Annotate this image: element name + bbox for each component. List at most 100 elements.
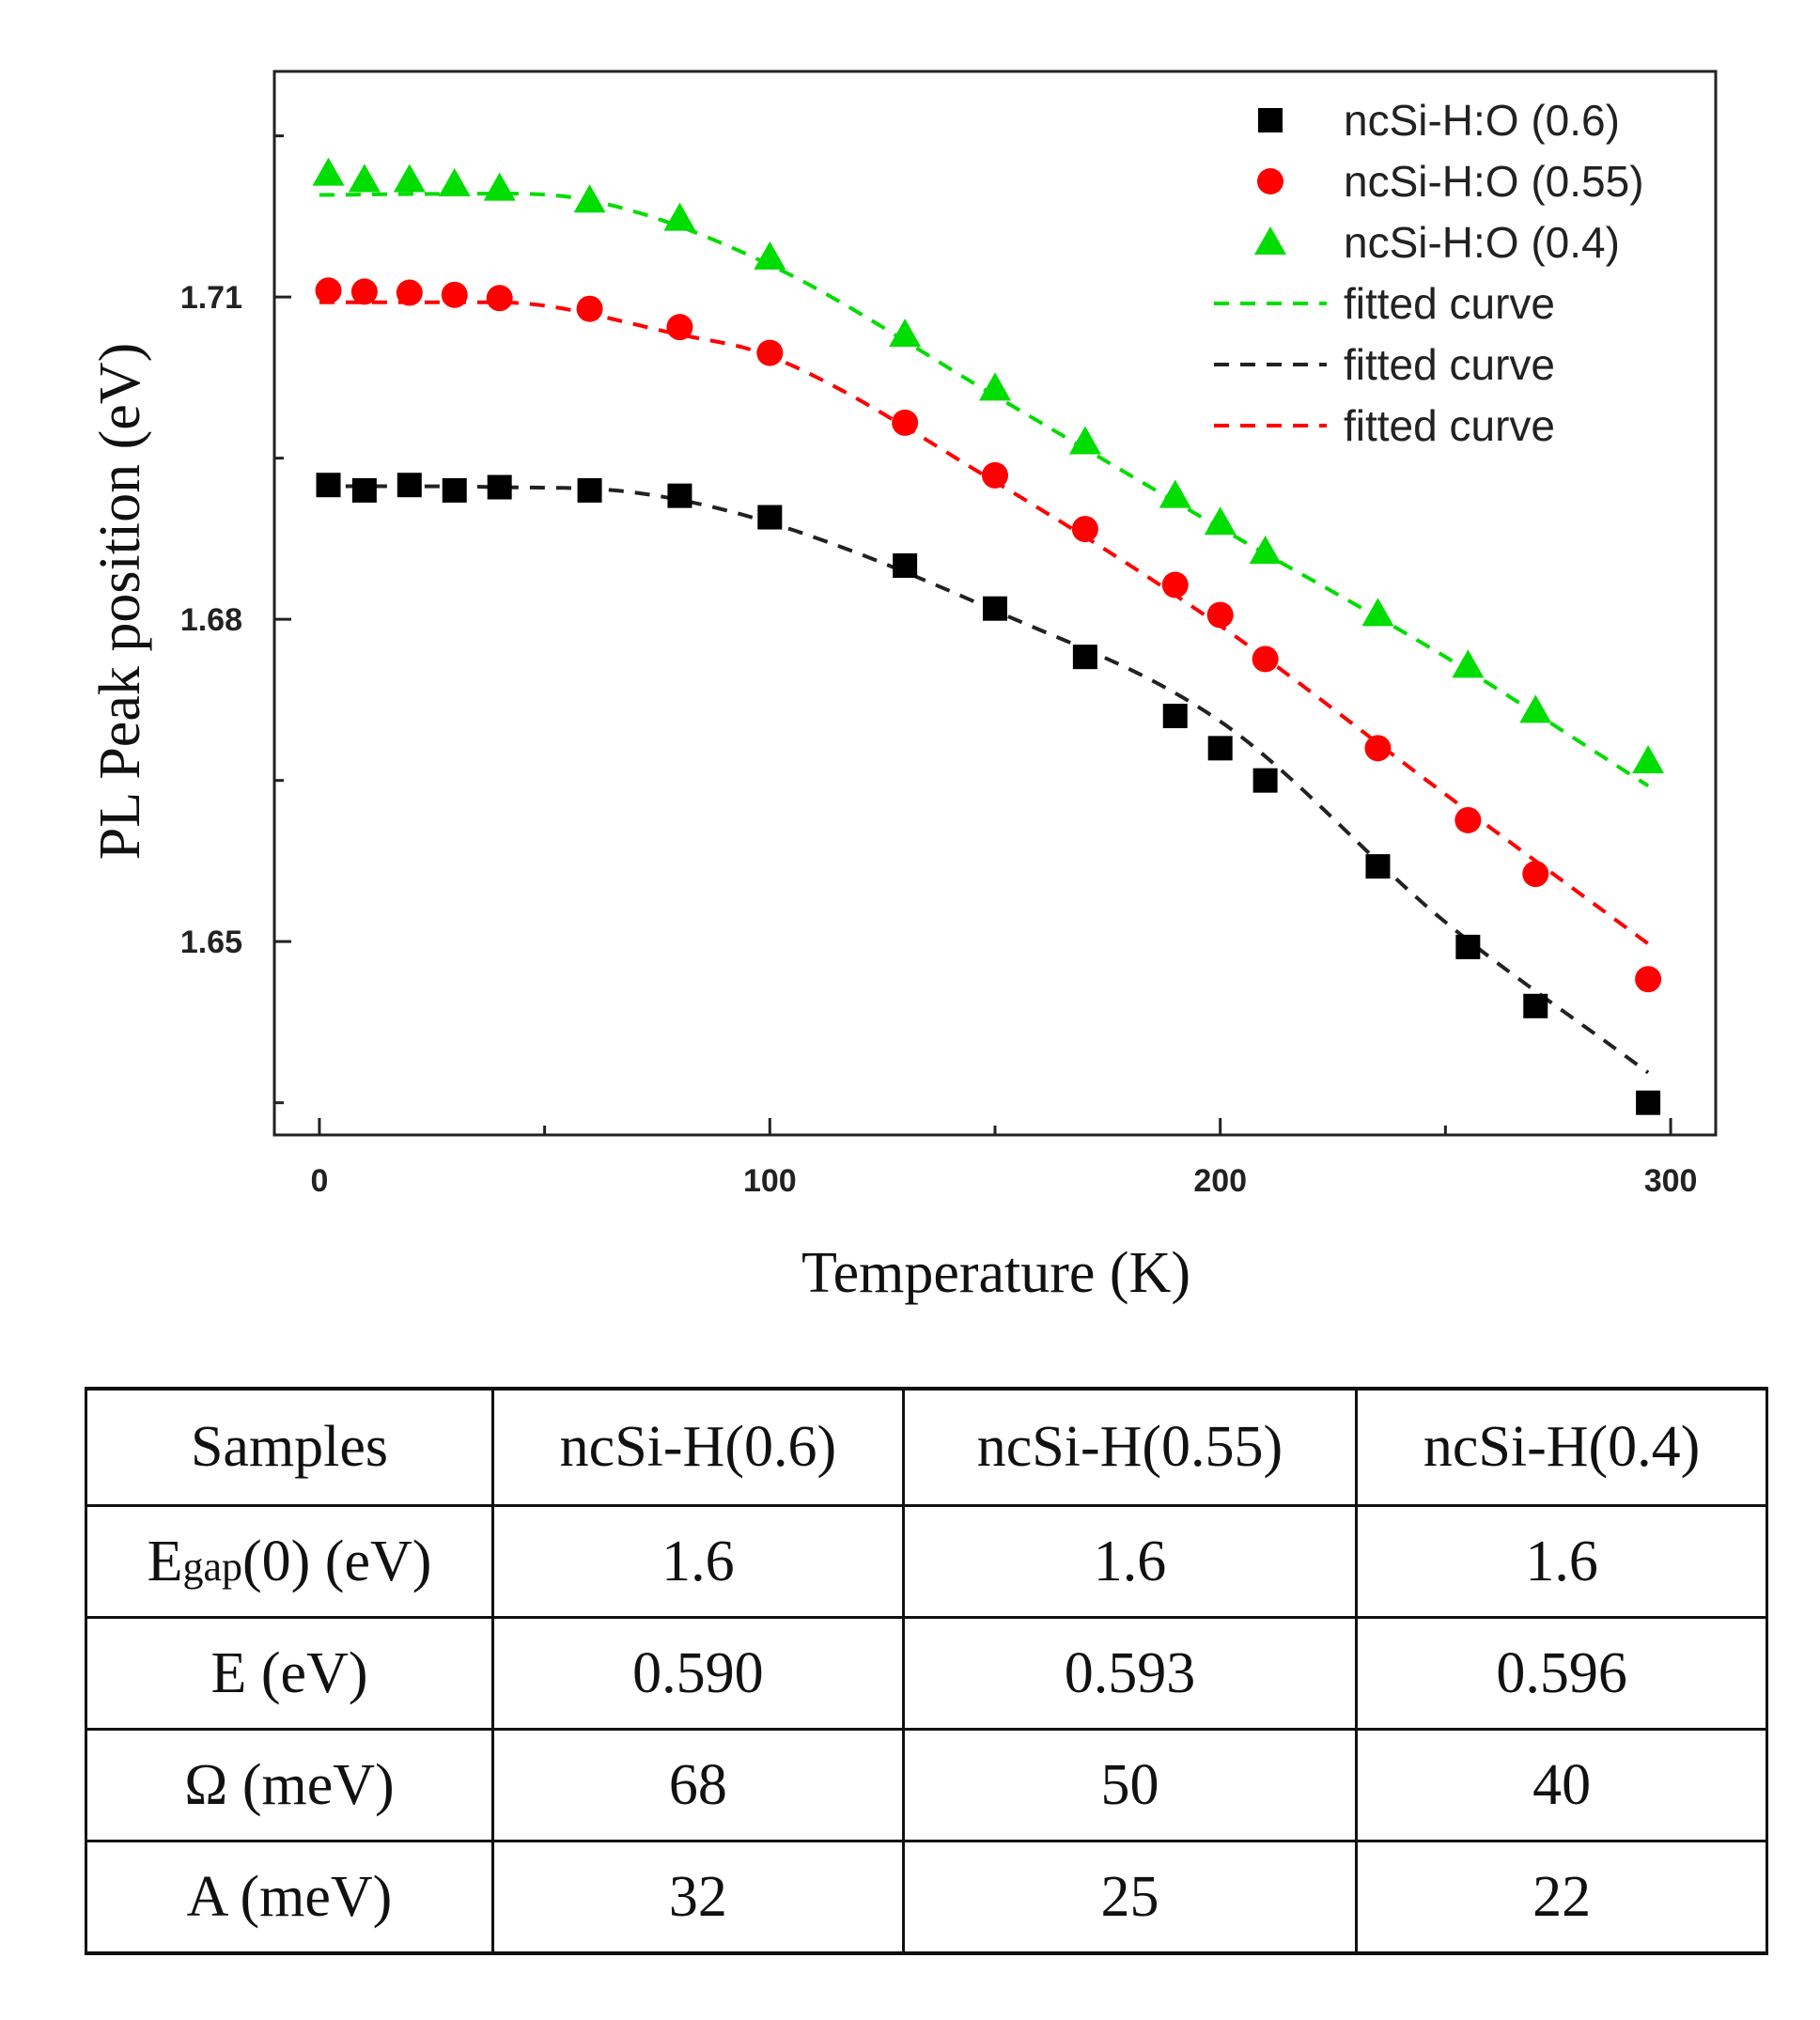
table-cell: 25 (901, 1840, 1359, 1955)
pl-peak-chart: 0 100 200 300 1.65 1.68 1.71 ncSi-H:O (0.6) ncS… (88, 70, 1718, 1305)
param-subscript: gap (182, 1543, 242, 1590)
legend-label: ncSi-H:O (0.55) (1344, 157, 1644, 206)
square-data-point (1636, 1090, 1661, 1115)
circle-data-point (315, 277, 342, 304)
triangle-data-point (438, 168, 471, 197)
table-header-cell: ncSi-H(0.55) (901, 1387, 1359, 1507)
triangle-data-point (1361, 598, 1394, 627)
circle-data-point (1454, 806, 1482, 833)
square-data-point (577, 477, 602, 503)
legend-square-symbol (1258, 108, 1283, 132)
param-symbol: E (147, 1529, 183, 1593)
row-label-e: E (eV) (85, 1616, 494, 1731)
y-tick-label: 1.71 (180, 280, 242, 316)
param-suffix: (0) (eV) (242, 1529, 432, 1593)
y-tick-label: 1.65 (180, 925, 242, 960)
square-data-point (1523, 993, 1548, 1018)
triangle-data-point (1204, 506, 1237, 536)
row-label-egap: Egap(0) (eV) (85, 1504, 494, 1619)
circle-data-point (1252, 645, 1279, 673)
table-cell: 50 (901, 1728, 1359, 1842)
legend-label: fitted curve (1344, 401, 1555, 450)
legend-label: ncSi-H:O (0.4) (1344, 218, 1620, 267)
x-tick-label: 100 (743, 1163, 797, 1199)
fitted-curve-line (319, 484, 1650, 1075)
triangle-data-point (1632, 745, 1665, 774)
fitted-curve-line (319, 300, 1650, 946)
circle-data-point (1161, 571, 1189, 598)
table-cell: 0.593 (901, 1616, 1359, 1731)
circle-data-point (1522, 861, 1549, 888)
x-tick-label: 200 (1193, 1163, 1247, 1199)
x-tick-label: 300 (1644, 1163, 1698, 1199)
square-data-point (1455, 934, 1481, 959)
circle-data-point (756, 339, 784, 366)
table-row: A (meV) 32 25 22 (85, 1840, 1768, 1955)
row-label-a: A (meV) (85, 1840, 494, 1955)
square-data-point (442, 477, 467, 503)
table-cell: 0.590 (491, 1616, 905, 1731)
circle-data-point (892, 409, 919, 436)
row-label-omega: Ω (meV) (85, 1728, 494, 1842)
legend-label: fitted curve (1344, 279, 1555, 328)
table-row: Egap(0) (eV) 1.6 1.6 1.6 (85, 1504, 1768, 1619)
triangle-data-point (663, 202, 696, 231)
circle-data-point (666, 314, 693, 341)
circle-data-point (350, 278, 378, 305)
x-axis-title: Temperature (K) (801, 1241, 1190, 1305)
square-data-point (667, 483, 692, 508)
triangle-data-point (348, 163, 381, 193)
triangle-data-point (979, 372, 1011, 401)
circle-data-point (982, 461, 1008, 489)
square-data-point (1072, 645, 1097, 670)
triangle-data-point (573, 184, 606, 213)
triangle-data-point (1068, 426, 1101, 455)
triangle-data-point (1159, 479, 1191, 508)
circle-data-point (1071, 516, 1098, 543)
y-tick-label: 1.68 (180, 602, 242, 638)
circle-data-point (441, 281, 468, 308)
triangle-data-point (1452, 649, 1485, 678)
circle-data-point (1206, 601, 1234, 629)
square-data-point (316, 473, 341, 498)
table-header-cell: ncSi-H(0.4) (1355, 1387, 1768, 1507)
triangle-data-point (312, 157, 345, 186)
fit-parameter-table: Samples ncSi-H(0.6) ncSi-H(0.55) ncSi-H(… (85, 1387, 1768, 1955)
square-data-point (397, 473, 422, 498)
triangle-data-point (1249, 536, 1282, 565)
table-cell: 0.596 (1355, 1616, 1768, 1731)
square-data-point (351, 477, 377, 503)
y-axis-title: PL Peak position (eV) (88, 343, 152, 860)
table-cell: 40 (1355, 1728, 1768, 1842)
table-header-cell: ncSi-H(0.6) (491, 1387, 905, 1507)
legend-triangle-symbol (1254, 226, 1286, 255)
triangle-data-point (889, 319, 922, 348)
square-data-point (1162, 704, 1188, 729)
square-data-point (893, 552, 918, 578)
circle-data-point (396, 279, 423, 306)
square-data-point (757, 505, 783, 530)
triangle-data-point (1519, 694, 1552, 723)
table-header-cell: Samples (85, 1387, 494, 1507)
circle-data-point (1364, 735, 1392, 762)
circle-data-point (486, 285, 513, 312)
triangle-data-point (754, 241, 786, 270)
x-tick-label: 0 (310, 1163, 328, 1199)
table-cell: 1.6 (1355, 1504, 1768, 1619)
table-row: Ω (meV) 68 50 40 (85, 1728, 1768, 1842)
table-row: E (eV) 0.590 0.593 0.596 (85, 1616, 1768, 1731)
table-cell: 22 (1355, 1840, 1768, 1955)
circle-data-point (576, 295, 603, 322)
legend-circle-symbol (1257, 168, 1283, 194)
table-header-row: Samples ncSi-H(0.6) ncSi-H(0.55) ncSi-H(… (85, 1387, 1768, 1507)
fitted-curve-line (319, 192, 1650, 788)
table-cell: 1.6 (491, 1504, 905, 1619)
circle-data-point (1635, 966, 1662, 993)
triangle-data-point (393, 163, 426, 193)
table-cell: 1.6 (901, 1504, 1359, 1619)
triangle-data-point (483, 172, 516, 201)
table-cell: 32 (491, 1840, 905, 1955)
square-data-point (1207, 736, 1233, 761)
square-data-point (983, 596, 1007, 621)
table-cell: 68 (491, 1728, 905, 1842)
